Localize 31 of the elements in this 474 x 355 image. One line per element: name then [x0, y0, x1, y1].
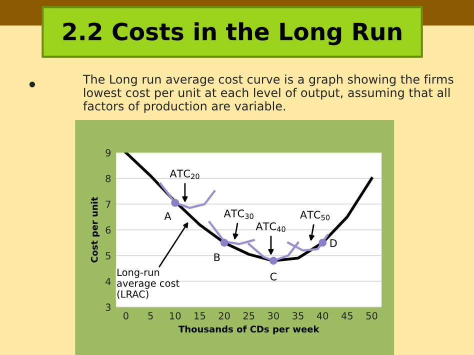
annotation: Long-run average cost (LRAC)	[117, 268, 180, 299]
x-tick-label: 45	[341, 312, 352, 320]
chart-subtitle: The Long run average cost curve is a graph showing the firms lowest cost per unit at each level of output, assuming that all factors of production are variable.	[82, 74, 454, 113]
x-tick-label: 30	[268, 312, 279, 320]
x-tick-label: 40	[316, 312, 328, 320]
annotation: ATC$_{50}$	[300, 210, 330, 220]
y-tick-label: 4	[106, 278, 111, 286]
x-tick-label: 10	[170, 312, 181, 320]
annotation: ATC$_{40}$	[256, 222, 286, 232]
annotation: C	[270, 272, 276, 280]
y-tick-label: 5	[106, 252, 110, 260]
y-tick-label: 6	[106, 226, 111, 234]
annotation: ATC$_{30}$	[224, 209, 254, 220]
annotation: ATC$_{20}$	[170, 170, 200, 180]
x-tick-label: 15	[194, 312, 206, 320]
x-tick-label: 25	[243, 312, 254, 320]
annotation: D	[330, 239, 337, 247]
y-tick-label: 7	[106, 200, 110, 208]
annotation: A	[164, 212, 172, 220]
annotation: B	[214, 253, 220, 262]
y-tick-label: 3	[106, 304, 110, 311]
y-tick-label: 9	[106, 149, 111, 156]
x-tick-label: 5	[148, 312, 153, 320]
x-tick-label: 0	[124, 312, 128, 320]
x-tick-label: 35	[292, 312, 304, 320]
x-axis-title: Thousands of CDs per week	[178, 326, 320, 334]
y-tick-label: 8	[106, 174, 111, 182]
chart-title: 2.2 Costs in the Long Run	[63, 22, 402, 46]
y-axis-title: Cost per unit	[90, 197, 100, 262]
x-tick-label: 50	[366, 312, 378, 320]
x-tick-label: 20	[218, 312, 230, 320]
